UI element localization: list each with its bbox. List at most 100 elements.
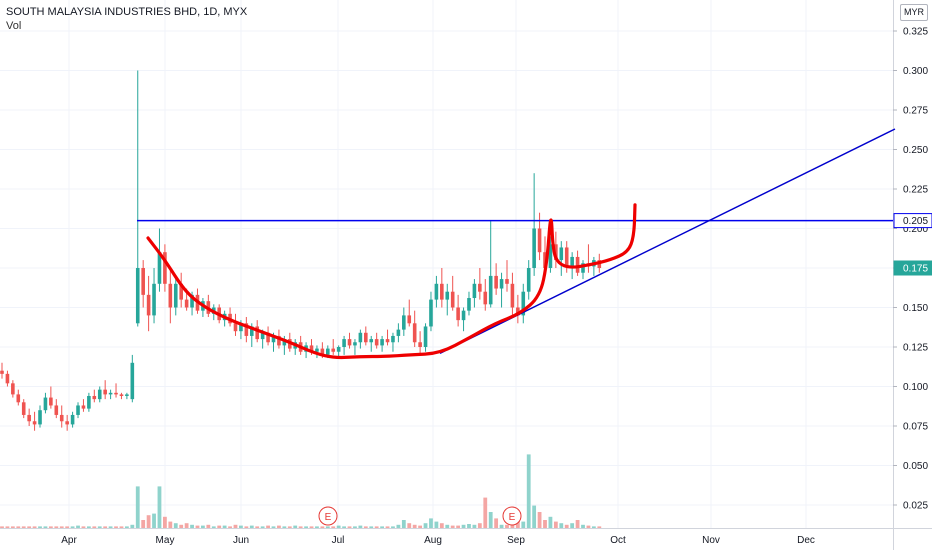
candle-body (532, 228, 536, 268)
volume-bar (309, 526, 314, 528)
candle-body (521, 291, 526, 316)
volume-bar (10, 526, 15, 528)
candle-body (108, 392, 113, 395)
volume-bar (374, 526, 379, 528)
candle-body (97, 389, 102, 400)
volume-bar (103, 526, 108, 528)
volume-bar (570, 523, 575, 528)
volume-bar (152, 513, 156, 528)
volume-bar (190, 524, 194, 528)
candle-body (445, 291, 450, 300)
volume-bar (391, 526, 395, 528)
y-tick-label: 0.325 (903, 27, 928, 38)
x-tick-label: Nov (702, 535, 720, 546)
volume-bar (38, 526, 42, 528)
candle-body (407, 315, 412, 324)
candle-body (49, 397, 53, 406)
candle-body (130, 362, 135, 400)
candle-body (478, 283, 482, 292)
volume-bar (445, 524, 450, 528)
volume-bar (461, 524, 466, 528)
candle-body (516, 307, 520, 316)
candle-body (380, 339, 384, 346)
volume-bar (515, 520, 520, 528)
y-tick-label: 0.025 (903, 501, 928, 512)
candle-body (173, 283, 178, 308)
volume-bar (108, 526, 113, 528)
candle-body (233, 323, 238, 332)
candle-body (358, 332, 363, 343)
volume-bar (54, 526, 59, 528)
volume-bar (532, 505, 537, 528)
volume-bar (456, 525, 461, 528)
volume-bar (320, 526, 325, 528)
candle-body (472, 283, 477, 299)
volume-bar (325, 526, 330, 528)
candle-body (570, 256, 574, 267)
volume-bar (233, 524, 238, 528)
x-tick-label: Apr (61, 535, 77, 546)
volume-bar (222, 525, 227, 528)
candle-body (92, 395, 97, 400)
volume-bar (65, 526, 70, 528)
candle-body (32, 421, 37, 425)
volume-bar (206, 524, 211, 528)
volume-bar (526, 454, 531, 528)
volume-bar (488, 512, 493, 528)
volume-bar (401, 520, 406, 528)
candle-body (537, 228, 542, 253)
candle-body (391, 335, 395, 343)
volume-bar (575, 520, 580, 528)
candle-body (27, 414, 31, 422)
candle-body (412, 323, 417, 343)
volume-bar (179, 524, 184, 528)
candle-body (282, 339, 287, 346)
candle-body (81, 405, 86, 409)
chart-title: SOUTH MALAYSIA INDUSTRIES BHD, 1D, MYX (6, 6, 248, 18)
candle-body (581, 263, 585, 273)
volume-bar (434, 521, 439, 528)
candle-body (505, 279, 509, 284)
volume-bar (298, 526, 303, 528)
x-tick-label: Sep (507, 535, 525, 546)
volume-bar (135, 486, 140, 528)
volume-bar (0, 526, 4, 528)
volume-bar (201, 525, 205, 528)
candle-body (353, 342, 357, 346)
candle-body (103, 389, 107, 395)
volume-bar (472, 524, 477, 528)
candle-body (184, 299, 189, 308)
earnings-marker: E (318, 506, 338, 526)
candle-body (423, 326, 428, 347)
candle-body (315, 348, 319, 352)
currency-button[interactable]: MYR (900, 4, 928, 21)
candle-body (342, 339, 346, 347)
volume-bar (114, 526, 118, 528)
candle-body (396, 329, 401, 336)
earnings-marker-circle (502, 506, 522, 526)
volume-bar (597, 526, 602, 528)
volume-bar (407, 523, 412, 528)
volume-bar (293, 525, 298, 528)
volume-bar (358, 525, 363, 528)
candle-body (494, 275, 498, 289)
candles (0, 70, 602, 431)
candle-body (239, 323, 243, 332)
grid-lines (0, 0, 893, 528)
candle-body (277, 335, 281, 346)
candle-body (564, 247, 569, 267)
volume-bar (369, 526, 374, 528)
volume-bar (260, 526, 265, 528)
candle-body (510, 283, 515, 308)
volume-bar (586, 525, 591, 528)
x-tick-label: Jun (233, 535, 249, 546)
price-badge: 0.175 (893, 260, 932, 276)
candle-body (76, 405, 80, 415)
earnings-marker-label: E (509, 512, 516, 523)
candle-body (271, 335, 276, 343)
volume-bar (418, 525, 423, 528)
volume-bar (429, 518, 433, 528)
volume-bar (483, 497, 488, 528)
